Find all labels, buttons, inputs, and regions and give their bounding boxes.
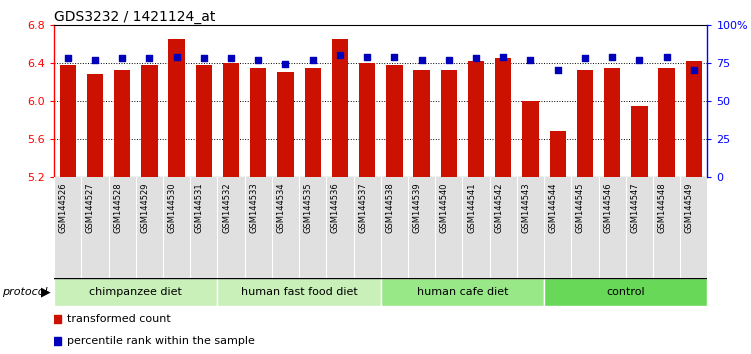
Point [198, 56, 210, 61]
Text: GSM144546: GSM144546 [603, 182, 612, 233]
Bar [659, 68, 674, 177]
Bar [305, 68, 321, 177]
Point [89, 57, 101, 63]
Text: GSM144532: GSM144532 [222, 182, 231, 233]
Bar [218, 278, 381, 306]
Bar [577, 70, 593, 177]
Point [524, 57, 536, 63]
Text: GSM144529: GSM144529 [140, 182, 149, 233]
Text: GSM144544: GSM144544 [549, 182, 558, 233]
Point [579, 56, 591, 61]
Point [306, 57, 318, 63]
Bar [223, 63, 239, 177]
Text: human fast food diet: human fast food diet [241, 287, 357, 297]
Text: GSM144533: GSM144533 [249, 182, 258, 233]
Bar [413, 70, 430, 177]
Point [688, 68, 700, 73]
Text: GSM144548: GSM144548 [658, 182, 667, 233]
Bar [686, 61, 702, 177]
Bar [277, 72, 294, 177]
Point [143, 56, 155, 61]
Bar [632, 105, 647, 177]
Bar [544, 278, 707, 306]
Text: GDS3232 / 1421124_at: GDS3232 / 1421124_at [54, 10, 216, 24]
Point [606, 54, 618, 59]
Bar [54, 278, 218, 306]
Text: GSM144549: GSM144549 [685, 182, 694, 233]
Text: GSM144526: GSM144526 [59, 182, 68, 233]
Point [497, 54, 509, 59]
Point [552, 68, 564, 73]
Text: GSM144542: GSM144542 [494, 182, 503, 233]
Point [361, 54, 373, 59]
Bar [195, 65, 212, 177]
Text: protocol: protocol [2, 287, 48, 297]
Bar [332, 39, 348, 177]
Bar [59, 65, 76, 177]
Point [661, 54, 673, 59]
Text: GSM144547: GSM144547 [630, 182, 639, 233]
Bar [114, 70, 131, 177]
Bar [250, 68, 267, 177]
Text: GSM144541: GSM144541 [467, 182, 476, 233]
Bar [523, 101, 538, 177]
Text: GSM144527: GSM144527 [86, 182, 95, 233]
Point [170, 54, 182, 59]
Text: GSM144528: GSM144528 [113, 182, 122, 233]
Point [279, 62, 291, 67]
Bar [359, 63, 376, 177]
Point [225, 56, 237, 61]
Text: GSM144534: GSM144534 [276, 182, 285, 233]
Point [388, 54, 400, 59]
Bar [168, 39, 185, 177]
Point [252, 57, 264, 63]
Text: GSM144531: GSM144531 [195, 182, 204, 233]
Text: GSM144537: GSM144537 [358, 182, 367, 233]
Point [443, 57, 455, 63]
Text: GSM144530: GSM144530 [167, 182, 176, 233]
Point [334, 52, 346, 58]
Text: GSM144536: GSM144536 [331, 182, 340, 233]
Text: GSM144543: GSM144543 [521, 182, 530, 233]
Bar [550, 131, 566, 177]
Text: GSM144539: GSM144539 [412, 182, 421, 233]
Text: GSM144538: GSM144538 [385, 182, 394, 233]
Bar [381, 278, 544, 306]
Text: GSM144545: GSM144545 [576, 182, 585, 233]
Text: human cafe diet: human cafe diet [417, 287, 508, 297]
Point [633, 57, 645, 63]
Text: control: control [607, 287, 645, 297]
Bar [441, 70, 457, 177]
Text: chimpanzee diet: chimpanzee diet [89, 287, 182, 297]
Text: percentile rank within the sample: percentile rank within the sample [67, 336, 255, 346]
Bar [468, 61, 484, 177]
Bar [386, 65, 403, 177]
Text: ▶: ▶ [41, 286, 50, 298]
Point [470, 56, 482, 61]
Point [415, 57, 427, 63]
Bar [141, 65, 158, 177]
Point [62, 56, 74, 61]
Bar [495, 58, 511, 177]
Bar [87, 74, 103, 177]
Point [116, 56, 128, 61]
Bar [604, 68, 620, 177]
Text: GSM144535: GSM144535 [303, 182, 312, 233]
Text: transformed count: transformed count [67, 314, 171, 324]
Text: GSM144540: GSM144540 [440, 182, 449, 233]
